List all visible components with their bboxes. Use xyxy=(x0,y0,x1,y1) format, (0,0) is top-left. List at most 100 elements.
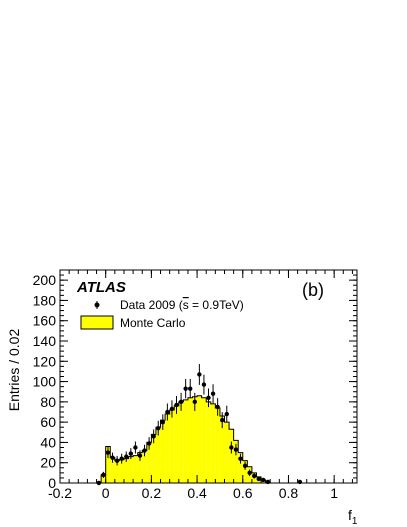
x-tick-label: 0.2 xyxy=(142,485,162,501)
mc-bar xyxy=(187,397,193,483)
mc-bar xyxy=(215,407,220,483)
legend: Data 2009 (s = 0.9TeV) Monte Carlo xyxy=(80,298,244,330)
legend-data-label-rest: = 0.9TeV) xyxy=(189,298,244,312)
x-tick-label: 0 xyxy=(102,485,110,501)
mc-bar xyxy=(133,455,138,483)
mc-bar xyxy=(105,446,111,483)
data-point xyxy=(174,402,179,408)
data-point xyxy=(110,455,115,460)
x-tick-label: 1 xyxy=(330,485,338,501)
mc-bar xyxy=(114,460,120,483)
mc-bar xyxy=(160,420,166,483)
data-point xyxy=(201,382,207,387)
data-point xyxy=(261,477,266,483)
data-point xyxy=(247,470,252,476)
x-axis-label: f1 xyxy=(348,507,358,527)
data-point xyxy=(215,404,220,410)
x-tick-label: 0.4 xyxy=(187,485,207,501)
mc-bar xyxy=(178,401,184,483)
data-point xyxy=(178,399,184,405)
mc-bar xyxy=(174,405,179,483)
legend-mc-label: Monte Carlo xyxy=(120,316,186,330)
data-point xyxy=(192,399,197,405)
mc-bar xyxy=(206,401,211,483)
data-point xyxy=(242,463,248,468)
data-points xyxy=(96,364,303,486)
data-point xyxy=(124,454,129,459)
mc-bar xyxy=(155,427,161,483)
data-point xyxy=(220,417,225,423)
data-point xyxy=(183,386,188,391)
data-point xyxy=(251,473,257,479)
data-point xyxy=(224,411,229,417)
data-point xyxy=(233,447,239,452)
x-tick-label: 0.6 xyxy=(233,485,253,501)
y-tick-label: 60 xyxy=(40,414,56,430)
mc-bar xyxy=(119,459,124,483)
data-point xyxy=(169,406,175,412)
y-tick-label: 200 xyxy=(33,272,57,288)
y-tick-label: 40 xyxy=(40,434,56,450)
mc-bar xyxy=(219,416,225,483)
legend-data-label: Data 2009 (s = 0.9TeV) xyxy=(120,298,244,312)
y-tick-label: 140 xyxy=(33,333,57,349)
x-axis-label-main: f xyxy=(348,507,352,523)
y-tick-label: 100 xyxy=(33,374,57,390)
mc-bar xyxy=(146,442,152,483)
data-point xyxy=(188,386,193,391)
mc-bar xyxy=(137,452,143,483)
legend-data-label-sqrt: s xyxy=(183,298,189,312)
data-point xyxy=(142,448,147,453)
legend-mc-swatch xyxy=(80,315,114,330)
x-axis-label-sub: 1 xyxy=(352,516,358,527)
data-point xyxy=(197,372,202,377)
data-point xyxy=(206,395,211,400)
mc-bar xyxy=(101,474,106,483)
data-point xyxy=(137,453,143,458)
data-point xyxy=(146,441,152,446)
mc-bar xyxy=(201,397,207,483)
ticks: -0.2 0 0.2 0.4 0.6 0.8 10204060801001201401601… xyxy=(33,269,357,501)
data-point xyxy=(151,434,156,439)
panel-label: (b) xyxy=(302,280,324,300)
mc-bar xyxy=(192,396,198,483)
mc-bar xyxy=(210,403,216,483)
mc-bar xyxy=(197,395,202,483)
mc-bar xyxy=(238,452,243,483)
x-tick-label: 0.8 xyxy=(279,485,299,501)
y-tick-label: 0 xyxy=(48,475,56,491)
mc-bar xyxy=(233,440,239,483)
data-point xyxy=(128,451,134,456)
mc-bar xyxy=(110,457,115,483)
mc-bar xyxy=(151,434,156,483)
data-point xyxy=(101,472,106,478)
mc-bar xyxy=(229,429,234,483)
mc-bar xyxy=(165,414,170,483)
mc-bar xyxy=(169,409,175,483)
mc-bar xyxy=(242,460,248,483)
data-point xyxy=(238,456,243,461)
mc-bar xyxy=(123,458,129,483)
x-tick-label: -0.2 xyxy=(48,485,72,501)
y-tick-label: 160 xyxy=(33,313,57,329)
mc-outline xyxy=(96,395,275,484)
legend-data-label-main: Data 2009 ( xyxy=(120,298,183,312)
data-point xyxy=(229,445,234,450)
atlas-label: ATLAS xyxy=(76,279,126,296)
data-point xyxy=(165,409,170,415)
data-point xyxy=(297,479,303,485)
data-point xyxy=(114,458,120,463)
data-point xyxy=(160,419,166,425)
mc-bar xyxy=(128,456,134,483)
y-tick-label: 180 xyxy=(33,292,57,308)
mc-histogram xyxy=(96,395,275,484)
mc-bar xyxy=(224,422,230,483)
y-tick-label: 20 xyxy=(40,455,56,471)
data-point xyxy=(133,445,138,450)
data-point xyxy=(156,426,161,431)
mc-bar xyxy=(183,399,188,483)
data-point xyxy=(105,450,111,455)
data-point xyxy=(210,391,216,396)
data-point xyxy=(256,476,261,482)
